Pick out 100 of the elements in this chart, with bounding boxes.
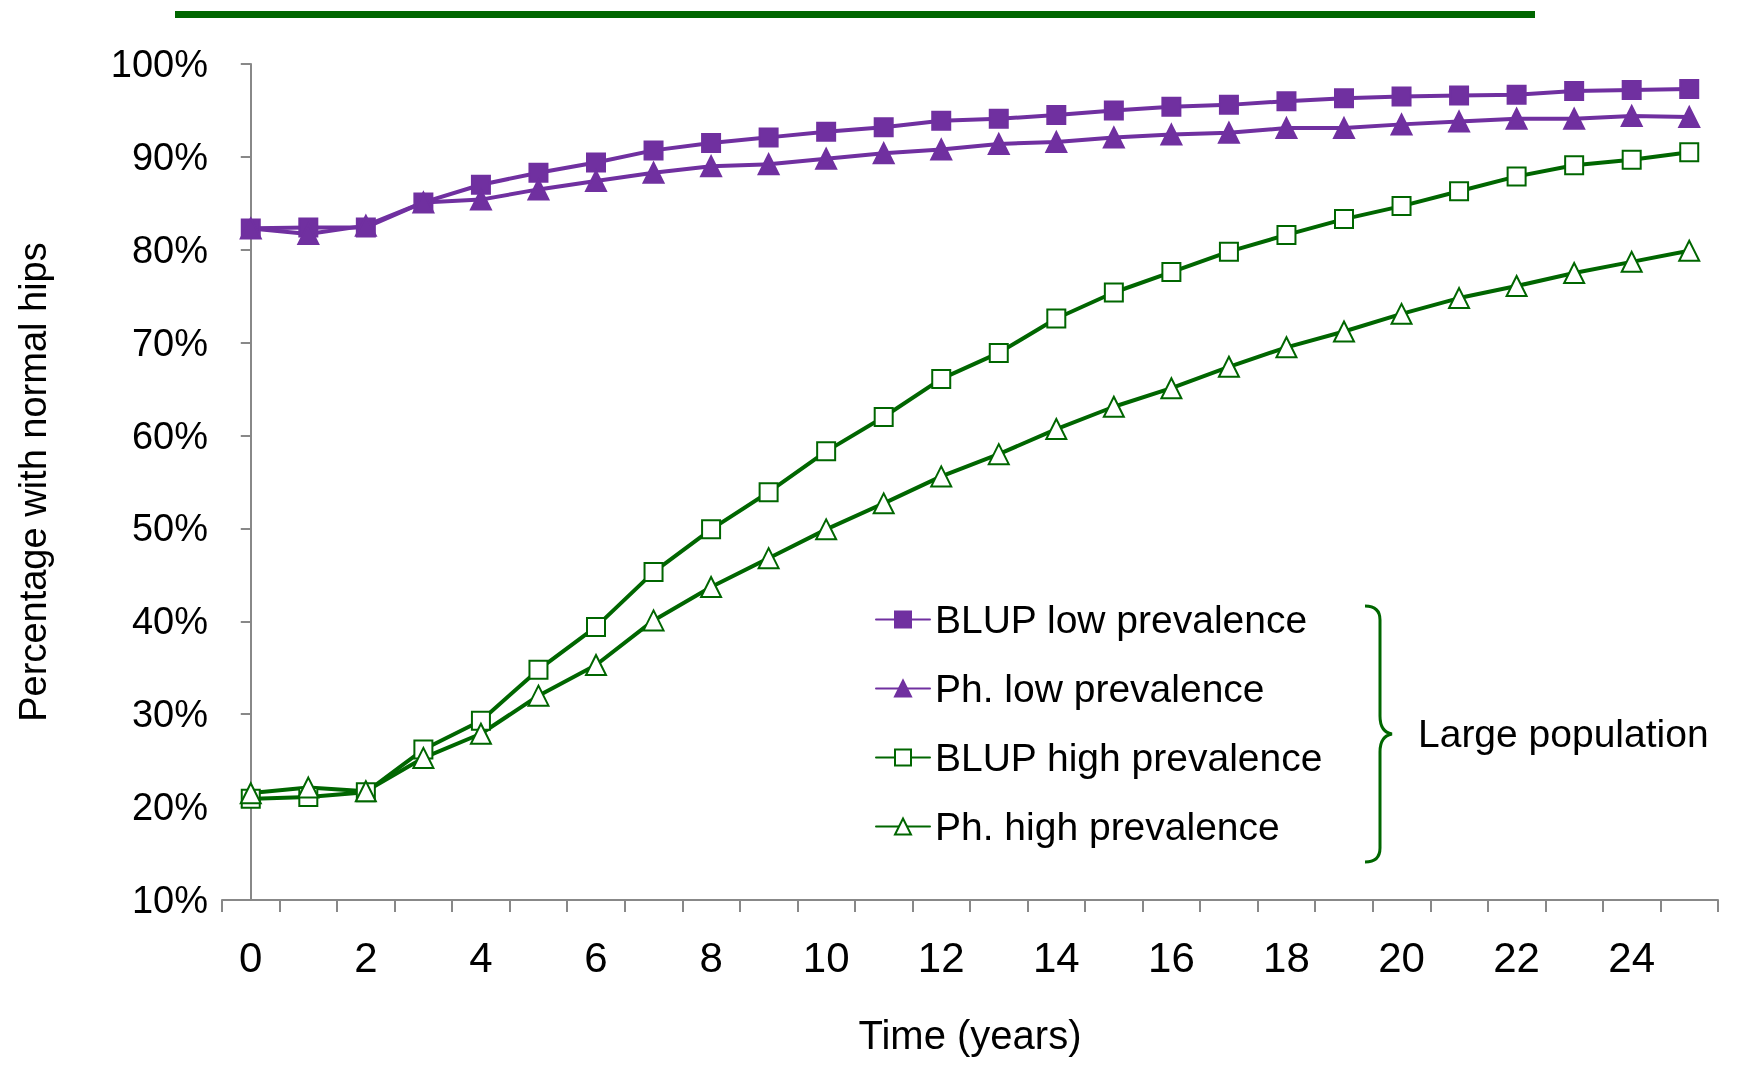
- point: [1045, 418, 1068, 441]
- point: [1449, 85, 1470, 106]
- point: [758, 482, 779, 503]
- y-tick-label: 60%: [131, 414, 208, 457]
- point: [872, 142, 895, 165]
- point: [1046, 105, 1067, 126]
- point: [757, 153, 780, 176]
- point: [528, 659, 549, 680]
- point: [586, 152, 606, 173]
- x-tick-label: 16: [1148, 933, 1195, 981]
- point: [1564, 80, 1585, 101]
- point: [1334, 209, 1354, 230]
- point: [585, 653, 607, 676]
- legend-label: BLUP low prevalence: [935, 598, 1308, 641]
- point: [1621, 149, 1642, 170]
- point: [643, 562, 664, 583]
- point: [873, 117, 894, 138]
- point: [1217, 121, 1240, 144]
- point: [1621, 80, 1642, 101]
- point: [931, 110, 952, 131]
- point: [643, 140, 664, 161]
- point: [930, 138, 953, 161]
- point: [701, 519, 722, 540]
- y-tick-label: 10%: [131, 879, 208, 921]
- x-tick-label: 2: [354, 933, 378, 981]
- point: [1506, 166, 1527, 187]
- point: [988, 108, 1009, 129]
- x-tick-label: 12: [917, 933, 965, 981]
- point: [1333, 117, 1355, 140]
- point: [469, 722, 492, 745]
- point: [1391, 86, 1412, 107]
- x-tick-label: 10: [802, 933, 850, 981]
- y-axis-title: Percentage with normal hips: [12, 242, 54, 722]
- point: [1275, 336, 1298, 359]
- point: [1045, 131, 1068, 154]
- point: [1678, 105, 1701, 128]
- point: [701, 132, 722, 153]
- y-tick-label: 80%: [131, 228, 208, 271]
- x-tick-label: 0: [239, 933, 263, 981]
- y-tick-label: 40%: [131, 600, 208, 643]
- x-tick-label: 6: [584, 933, 608, 981]
- point: [1448, 287, 1471, 310]
- x-tick-label: 24: [1608, 933, 1656, 981]
- point: [700, 155, 723, 178]
- y-tick-label: 20%: [131, 786, 208, 829]
- point: [1218, 94, 1239, 115]
- x-tick-label: 8: [699, 933, 723, 981]
- y-tick-label: 70%: [131, 321, 208, 364]
- point: [1391, 196, 1412, 217]
- x-tick-label: 14: [1032, 933, 1080, 981]
- point: [1276, 224, 1297, 245]
- point: [1217, 355, 1240, 378]
- point: [987, 443, 1010, 466]
- point: [930, 465, 953, 488]
- point: [297, 776, 320, 799]
- point: [1449, 181, 1470, 202]
- point: [1102, 126, 1125, 149]
- point: [1102, 395, 1125, 418]
- point: [700, 575, 723, 598]
- y-tick-label: 100%: [110, 43, 208, 85]
- point: [1160, 123, 1183, 146]
- point: [1505, 107, 1528, 130]
- point: [1276, 91, 1297, 112]
- point: [931, 368, 952, 389]
- point: [1103, 282, 1124, 303]
- point: [642, 161, 665, 184]
- point: [816, 441, 837, 462]
- x-axis-title: Time (years): [858, 1013, 1082, 1057]
- point: [1563, 262, 1586, 284]
- point: [1334, 88, 1354, 109]
- x-tick-label: 20: [1378, 933, 1425, 981]
- annotation: Large population: [1418, 712, 1709, 755]
- point: [528, 162, 549, 183]
- point: [1390, 113, 1413, 136]
- point: [527, 684, 550, 707]
- point: [1563, 107, 1586, 130]
- point: [1505, 275, 1528, 297]
- y-tick-label: 50%: [131, 507, 208, 550]
- y-tick-label: 90%: [131, 135, 208, 178]
- point: [1679, 142, 1700, 163]
- y-tick-label: 30%: [131, 693, 208, 736]
- point: [1161, 262, 1182, 283]
- point: [873, 406, 894, 427]
- point: [1448, 110, 1471, 133]
- point: [1046, 308, 1067, 329]
- point: [1620, 105, 1643, 128]
- point: [816, 121, 837, 142]
- x-tick-label: 4: [469, 933, 493, 981]
- point: [757, 547, 780, 570]
- legend-label: Ph. high prevalence: [935, 805, 1280, 848]
- point: [872, 492, 895, 515]
- point: [585, 170, 607, 193]
- point: [1679, 79, 1700, 100]
- point: [470, 174, 491, 195]
- point: [1564, 155, 1585, 176]
- point: [1218, 241, 1239, 262]
- point: [988, 342, 1009, 363]
- x-tick-label: 22: [1493, 933, 1540, 981]
- legend-label: Ph. low prevalence: [935, 667, 1265, 710]
- point: [815, 518, 838, 541]
